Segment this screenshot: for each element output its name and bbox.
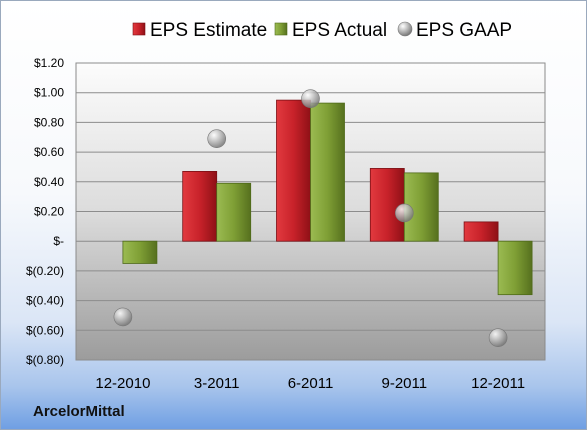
legend-swatch-eps-estimate: [132, 22, 146, 36]
company-name: ArcelorMittal: [33, 403, 125, 420]
x-tick-label: 3-2011: [194, 375, 240, 392]
gaap-markers: [113, 89, 508, 348]
bar-eps-estimate-6-2011: [276, 99, 311, 242]
y-tick-label: $(0.80): [26, 353, 64, 367]
marker-eps-gaap-12-2010: [113, 307, 133, 327]
x-tick-label: 6-2011: [288, 375, 334, 392]
bar-eps-estimate-9-2011: [369, 168, 405, 242]
y-tick-label: $0.40: [34, 175, 64, 189]
y-axis-ticks: $1.20 $1.00 $0.80 $0.60 $0.40 $0.20 $- $(0.20) $…: [26, 56, 64, 367]
marker-eps-gaap-6-2011: [301, 89, 320, 108]
y-tick-label: $0.20: [34, 205, 64, 219]
y-tick-label: $(0.20): [26, 264, 64, 278]
bar-eps-actual-12-2011: [497, 240, 533, 296]
x-tick-label: 9-2011: [382, 375, 428, 392]
legend-label-eps-estimate: EPS Estimate: [150, 20, 267, 41]
marker-eps-gaap-12-2011: [488, 328, 508, 348]
y-tick-label: $(0.40): [26, 294, 64, 308]
y-tick-label: $1.00: [34, 86, 64, 100]
x-tick-label: 12-2010: [95, 375, 150, 392]
y-tick-label: $(0.60): [26, 323, 64, 337]
marker-eps-gaap-9-2011: [394, 203, 414, 223]
x-tick-label: 12-2011: [471, 375, 525, 392]
y-tick-label: $0.80: [34, 115, 64, 129]
bar-eps-actual-12-2010: [122, 240, 158, 264]
bar-eps-actual-6-2011: [310, 102, 345, 242]
marker-eps-gaap-3-2011: [207, 129, 226, 149]
y-tick-label: $1.20: [34, 56, 64, 70]
bars: [122, 99, 533, 296]
legend-swatch-eps-gaap: [397, 21, 413, 37]
y-tick-label: $0.60: [34, 145, 64, 159]
legend-label-eps-gaap: EPS GAAP: [416, 20, 512, 41]
x-axis-ticks: 12-2010 3-2011 6-2011 9-2011 12-2011: [95, 375, 525, 392]
legend-swatch-eps-actual: [274, 22, 288, 36]
chart-legend: EPS Estimate EPS Actual EPS GAAP: [132, 20, 512, 41]
bar-eps-actual-3-2011: [216, 182, 252, 242]
legend-label-eps-actual: EPS Actual: [292, 20, 387, 41]
bar-eps-estimate-12-2011: [463, 221, 499, 242]
y-tick-label: $-: [53, 234, 64, 248]
bar-eps-estimate-3-2011: [182, 171, 218, 242]
